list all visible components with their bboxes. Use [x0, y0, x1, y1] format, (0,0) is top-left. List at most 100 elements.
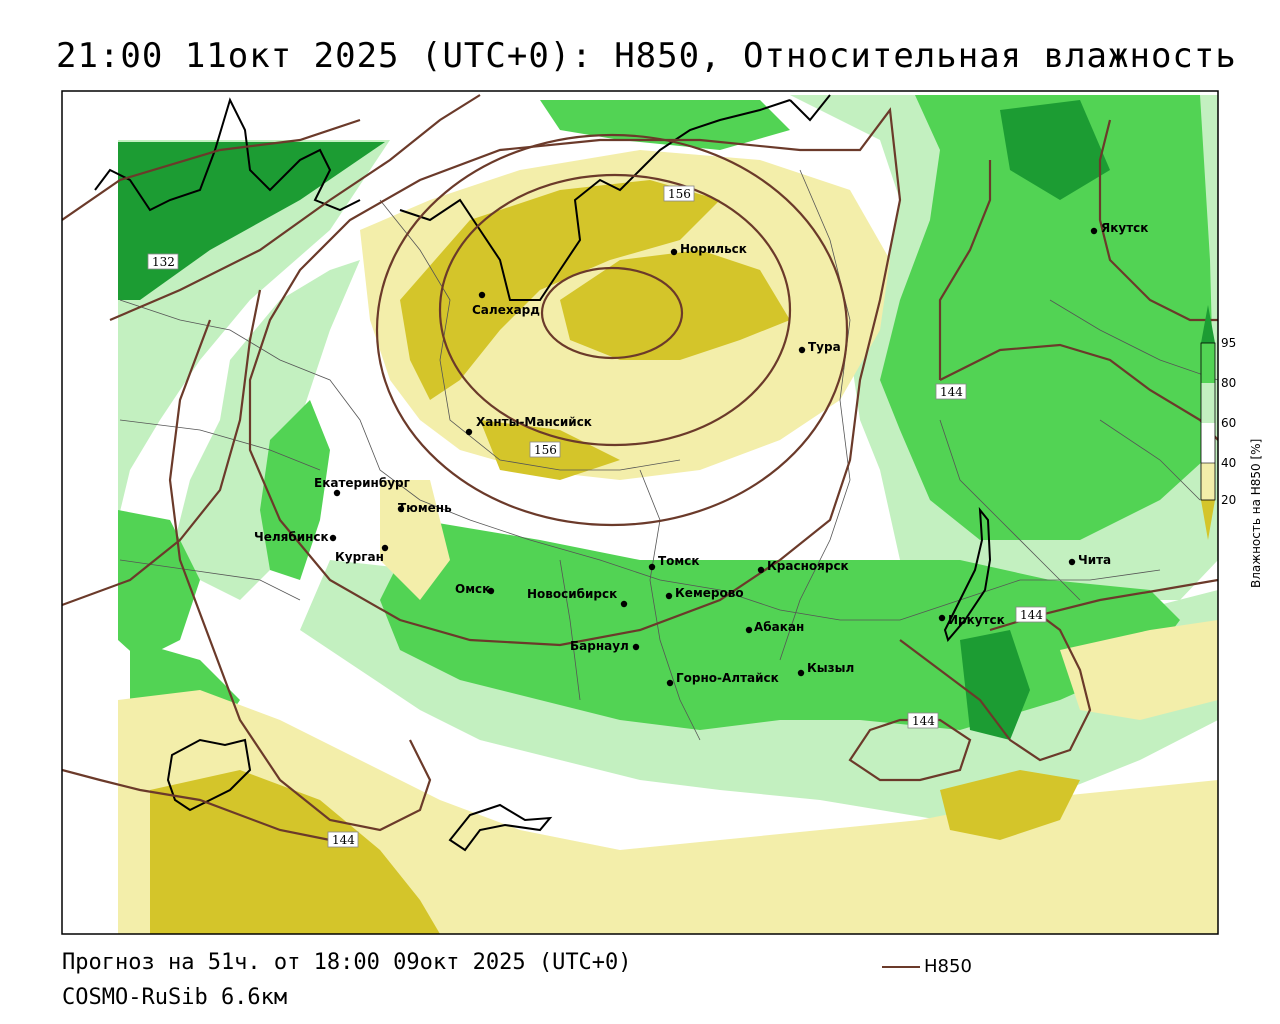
colorbar-title: Влажность на H850 [%] — [1249, 439, 1263, 588]
isoline — [848, 718, 972, 782]
city-dot — [329, 534, 337, 542]
city-dot — [757, 566, 765, 574]
city-label: Омск — [455, 582, 490, 596]
city-dot — [487, 587, 495, 595]
city-label: Кемерово — [675, 586, 744, 600]
humidity-zone — [380, 480, 450, 600]
city-label: Красноярск — [767, 559, 849, 573]
city-label: Чита — [1078, 553, 1111, 567]
humidity-zone — [1000, 100, 1110, 200]
isoline-labels: 132 156 156 144 144 144 144 — [147, 185, 1047, 848]
colorbar-tick-label: 60 — [1221, 416, 1236, 430]
isoline-label: 144 — [912, 714, 935, 728]
city-label: Новосибирск — [527, 587, 617, 601]
isoline — [438, 173, 792, 447]
city-dot — [1090, 227, 1098, 235]
colorbar-arrow-top — [1201, 305, 1215, 343]
city-label: Курган — [335, 550, 384, 564]
city-dot — [632, 643, 640, 651]
colorbar-tick-label: 20 — [1221, 493, 1236, 507]
colorbar-tick-label: 80 — [1221, 376, 1236, 390]
isoline-label: 144 — [332, 833, 355, 847]
isoline — [109, 94, 481, 322]
region-borders — [119, 169, 1218, 741]
humidity-zone — [150, 770, 440, 934]
city-dot — [1068, 558, 1076, 566]
humidity-zone — [940, 770, 1080, 840]
humidity-zone — [560, 250, 790, 360]
isoline-label: 144 — [1020, 608, 1043, 622]
city-dot — [665, 592, 673, 600]
city-dot — [797, 669, 805, 677]
isoline — [168, 319, 432, 832]
city-label: Абакан — [754, 620, 804, 634]
humidity-zone — [1060, 620, 1218, 720]
city-dot — [670, 248, 678, 256]
city-label: Томск — [658, 554, 700, 568]
humidity-zone — [880, 95, 1215, 540]
isoline — [248, 107, 902, 647]
humidity-zone — [400, 180, 720, 400]
city-dot — [798, 346, 806, 354]
city-dot — [648, 563, 656, 571]
city-label: Кызыл — [807, 661, 854, 675]
isoline — [62, 118, 361, 221]
city-dot — [478, 291, 486, 299]
isoline-legend-swatch — [882, 966, 920, 968]
city-label: Норильск — [680, 242, 747, 256]
city-dot — [397, 505, 405, 513]
colorbar-tick-label: 95 — [1221, 336, 1236, 350]
city-label: Горно-Алтайск — [676, 671, 779, 685]
colorbar-tick-label: 40 — [1221, 456, 1236, 470]
isoline — [1098, 119, 1218, 322]
city-dot — [381, 544, 389, 552]
isoline — [62, 768, 331, 842]
colorbar-segment — [1201, 343, 1215, 383]
forecast-info: Прогноз на 51ч. от 18:00 09окт 2025 (UTC… — [62, 950, 632, 975]
isoline — [62, 289, 262, 607]
city-label: Якутск — [1101, 221, 1148, 235]
humidity-field — [118, 95, 1218, 934]
colorbar-segment — [1201, 383, 1215, 423]
city-label: Ханты-Мансийск — [476, 415, 592, 429]
isoline-label: 156 — [668, 187, 691, 201]
humidity-zone — [260, 400, 330, 580]
isoline — [540, 266, 684, 360]
colorbar-segment — [1201, 463, 1215, 500]
isoline-label: 132 — [152, 255, 175, 269]
isoline-label: 156 — [534, 443, 557, 457]
city-label: Иркутск — [948, 613, 1005, 627]
isoline-label: 144 — [940, 385, 963, 399]
isoline-legend: H850 — [882, 956, 972, 977]
model-name: COSMO-RuSib 6.6км — [62, 985, 288, 1010]
city-label: Салехард — [472, 303, 540, 317]
city-label: Тюмень — [398, 501, 452, 515]
city-dot — [938, 614, 946, 622]
city-dot — [465, 428, 473, 436]
humidity-zone — [170, 260, 360, 600]
map-frame — [61, 90, 1219, 935]
isoline — [899, 614, 1092, 762]
city-label: Барнаул — [570, 639, 629, 653]
city-label: Челябинск — [254, 530, 329, 544]
colorbar-segment — [1201, 423, 1215, 463]
humidity-zone — [960, 630, 1030, 740]
coastlines — [94, 94, 992, 852]
city-dot — [666, 679, 674, 687]
humidity-zone — [118, 142, 385, 300]
isoline-legend-label: H850 — [924, 956, 972, 977]
city-label: Екатеринбург — [314, 476, 410, 490]
city-label: Тура — [808, 340, 841, 354]
isoline — [939, 343, 1218, 441]
isoline — [938, 160, 992, 380]
city-dot — [745, 626, 753, 634]
city-dot — [333, 489, 341, 497]
map-title: 21:00 11окт 2025 (UTC+0): H850, Относите… — [56, 36, 1237, 76]
humidity-zone — [540, 100, 790, 150]
isoline — [375, 133, 849, 527]
colorbar-arrow-bottom — [1201, 500, 1215, 540]
city-dot — [620, 600, 628, 608]
city-markers: Норильск Якутск Салехард Тура Ханты-Манс… — [254, 221, 1148, 687]
colorbar: 95 80 60 40 20 Влажность на H850 [%] — [1200, 305, 1263, 588]
